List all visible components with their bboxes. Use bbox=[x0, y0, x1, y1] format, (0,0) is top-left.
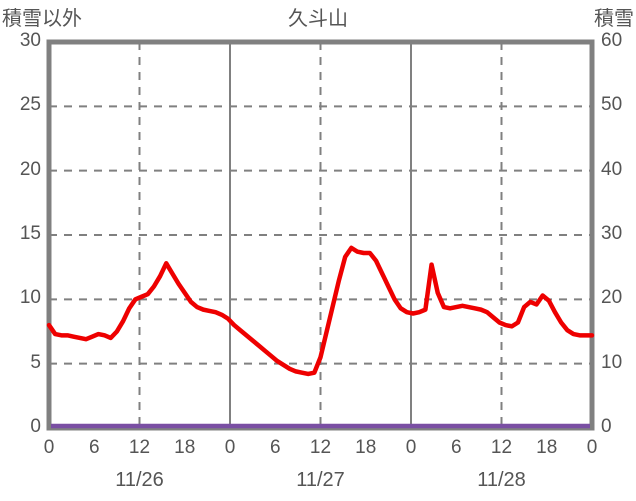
x-axis-tick-label: 12 bbox=[128, 437, 151, 458]
right-axis-title: 積雪 bbox=[594, 8, 634, 30]
day-label: 11/27 bbox=[296, 469, 345, 491]
day-separator-lines bbox=[229, 42, 412, 428]
x-axis-tick-label: 6 bbox=[269, 437, 281, 458]
left-axis-tick-label: 30 bbox=[19, 30, 41, 51]
x-axis-tick-label: 18 bbox=[355, 437, 377, 458]
day-label: 11/28 bbox=[477, 469, 526, 491]
left-axis-tick-label: 20 bbox=[19, 158, 41, 180]
right-axis-tick-label: 50 bbox=[601, 94, 623, 116]
right-axis-tick-label: 10 bbox=[601, 351, 623, 373]
left-axis-tick-label: 15 bbox=[19, 223, 41, 244]
vertical-gridlines bbox=[138, 42, 503, 428]
x-axis-tick-label: 12 bbox=[490, 437, 513, 458]
left-axis-tick-label: 0 bbox=[30, 416, 41, 437]
x-axis-tick-label: 18 bbox=[536, 437, 558, 458]
left-axis-tick-label: 5 bbox=[30, 351, 41, 373]
x-axis-tick-label: 18 bbox=[174, 437, 196, 458]
x-axis-tick-label: 0 bbox=[405, 437, 417, 458]
x-axis-tick-label: 0 bbox=[224, 437, 236, 458]
day-label: 11/26 bbox=[115, 469, 164, 491]
right-axis-tick-label: 30 bbox=[601, 223, 623, 244]
x-axis-tick-label: 12 bbox=[309, 437, 332, 458]
right-axis-tick-label: 0 bbox=[601, 416, 612, 437]
right-axis-tick-label: 20 bbox=[601, 287, 623, 309]
left-axis-tick-label: 25 bbox=[19, 94, 41, 116]
left-axis-title: 積雪以外 bbox=[2, 8, 82, 30]
chart-title: 久斗山 bbox=[288, 8, 348, 30]
x-axis-tick-label: 6 bbox=[450, 437, 462, 458]
right-axis-tick-label: 40 bbox=[601, 158, 623, 180]
x-axis-tick-label: 6 bbox=[88, 437, 100, 458]
data-series-lines bbox=[46, 245, 595, 429]
right-axis-tick-label: 60 bbox=[601, 30, 623, 51]
x-axis-tick-label: 0 bbox=[43, 437, 55, 458]
left-axis-tick-label: 10 bbox=[19, 287, 41, 309]
x-axis-tick-label: 0 bbox=[586, 437, 598, 458]
